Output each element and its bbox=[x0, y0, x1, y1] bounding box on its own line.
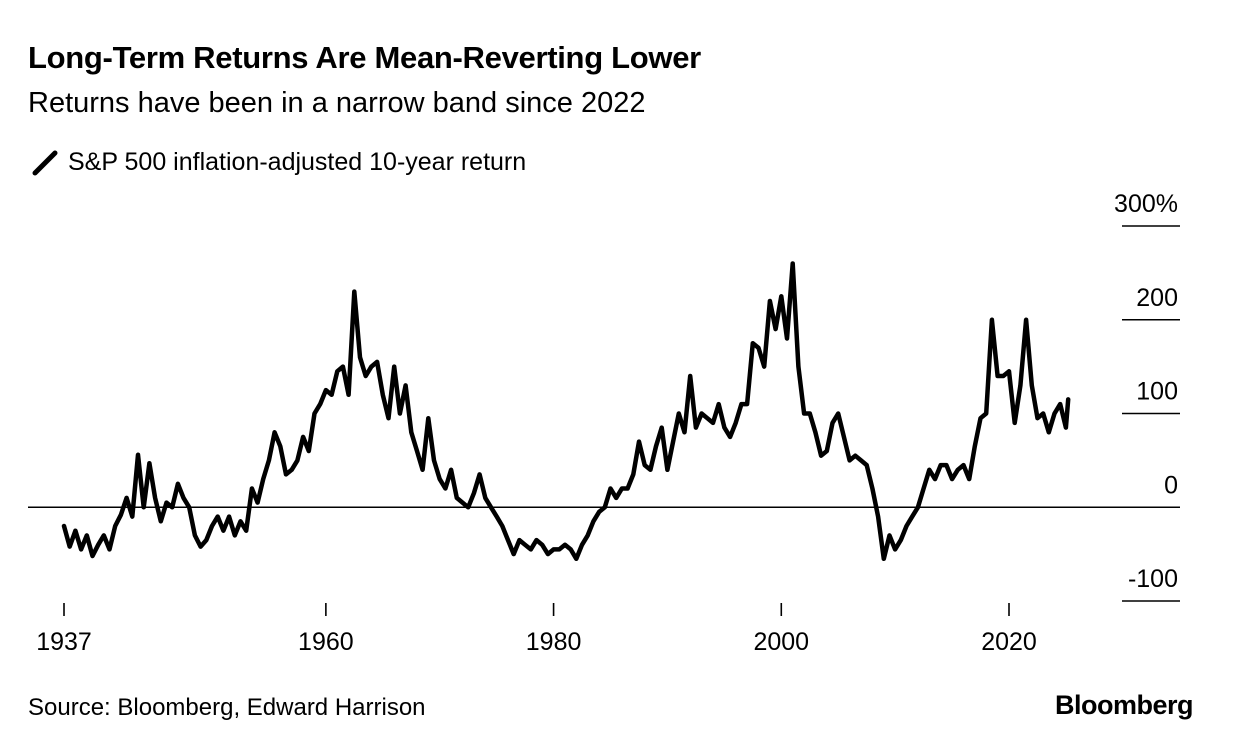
x-tick-label: 1980 bbox=[526, 628, 582, 656]
line-swatch-icon bbox=[32, 150, 58, 175]
x-tick-label: 2000 bbox=[753, 628, 809, 656]
bloomberg-logo: Bloomberg bbox=[1054, 690, 1194, 720]
y-tick-label: 0 bbox=[1164, 471, 1178, 499]
x-tick-label: 1960 bbox=[298, 628, 354, 656]
y-tick-label: -100 bbox=[1128, 565, 1178, 593]
series-line-0 bbox=[61, 261, 1071, 562]
source-note: Source: Bloomberg, Edward Harrison bbox=[28, 694, 426, 721]
legend: S&P 500 inflation-adjusted 10-year retur… bbox=[32, 148, 526, 177]
y-tick-label: 100 bbox=[1136, 378, 1178, 406]
y-tick-label: 300% bbox=[1114, 190, 1178, 218]
chart-title: Long-Term Returns Are Mean-Reverting Low… bbox=[28, 40, 701, 75]
legend-label: S&P 500 inflation-adjusted 10-year retur… bbox=[68, 148, 527, 176]
x-tick-label: 2020 bbox=[981, 628, 1037, 656]
y-tick-label: 200 bbox=[1136, 284, 1178, 312]
x-tick-label: 1937 bbox=[36, 628, 92, 656]
chart-subtitle: Returns have been in a narrow band since… bbox=[28, 87, 646, 119]
